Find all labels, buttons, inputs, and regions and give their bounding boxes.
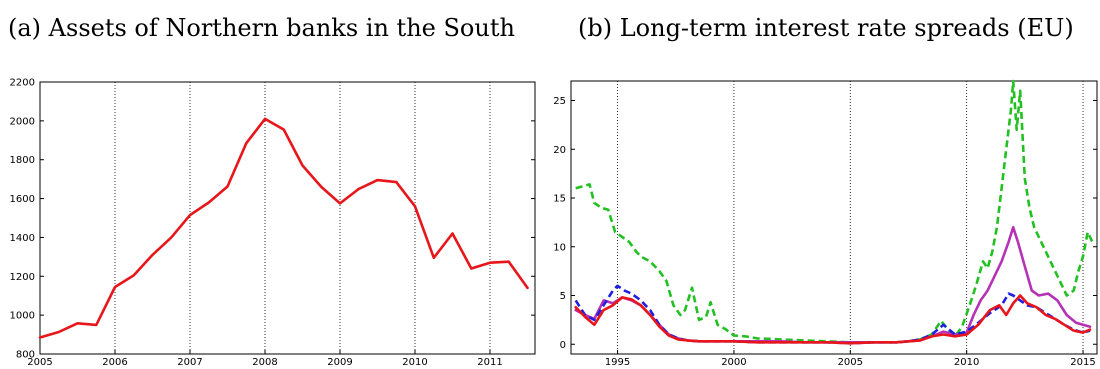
chart-a-y-tick-label: 2200: [10, 78, 35, 89]
chart-b-y-tick-label: 5: [560, 291, 566, 302]
chart-b-y-tick-label: 20: [553, 145, 566, 156]
chart-b-x-tick-label: 2000: [721, 357, 746, 368]
chart-a-x-tick-label: 2010: [402, 357, 427, 368]
chart-b-x-tick-label: 2005: [838, 357, 863, 368]
chart-b-y-tick-label: 0: [560, 340, 566, 351]
chart-b-series-line-3: [574, 294, 1092, 345]
chart-b-y-tick-label: 10: [553, 242, 566, 253]
chart-a-y-tick-label: 1200: [10, 272, 35, 283]
chart-b-y-tick-label: 25: [553, 96, 566, 107]
chart-a-series-line-0: [38, 117, 529, 339]
chart-a-y-tick-label: 1400: [10, 233, 35, 244]
chart-b-x-tick-label: 1995: [605, 357, 630, 368]
chart-a-title: (a) Assets of Northern banks in the Sout…: [8, 14, 515, 42]
chart-a-x-tick-label: 2006: [102, 357, 127, 368]
chart-b-title: (b) Long-term interest rate spreads (EU): [578, 14, 1074, 42]
chart-a-frame: [39, 81, 536, 355]
chart-a-y-tick-label: 800: [16, 350, 35, 361]
chart-a-y-tick-label: 1600: [10, 194, 35, 205]
chart-b-x-tick-label: 2015: [1070, 357, 1095, 368]
chart-b-y-tick-label: 15: [553, 194, 566, 205]
chart-a-x-tick-label: 2009: [327, 357, 352, 368]
chart-a-x-tick-label: 2007: [177, 357, 202, 368]
chart-a-x-tick-label: 2008: [252, 357, 277, 368]
chart-a-x-tick-label: 2005: [27, 357, 52, 368]
chart-b-series-line-0: [575, 79, 1094, 344]
chart-b-series-line-2: [574, 284, 1091, 345]
chart-b-series-line-1: [574, 226, 1092, 344]
chart-a-y-tick-label: 2000: [10, 116, 35, 127]
chart-a-y-tick-label: 1800: [10, 155, 35, 166]
chart-b-x-tick-label: 2010: [954, 357, 979, 368]
chart-b-frame: [570, 80, 1098, 355]
chart-a-x-tick-label: 2011: [477, 357, 502, 368]
chart-a-y-tick-label: 1000: [10, 311, 35, 322]
